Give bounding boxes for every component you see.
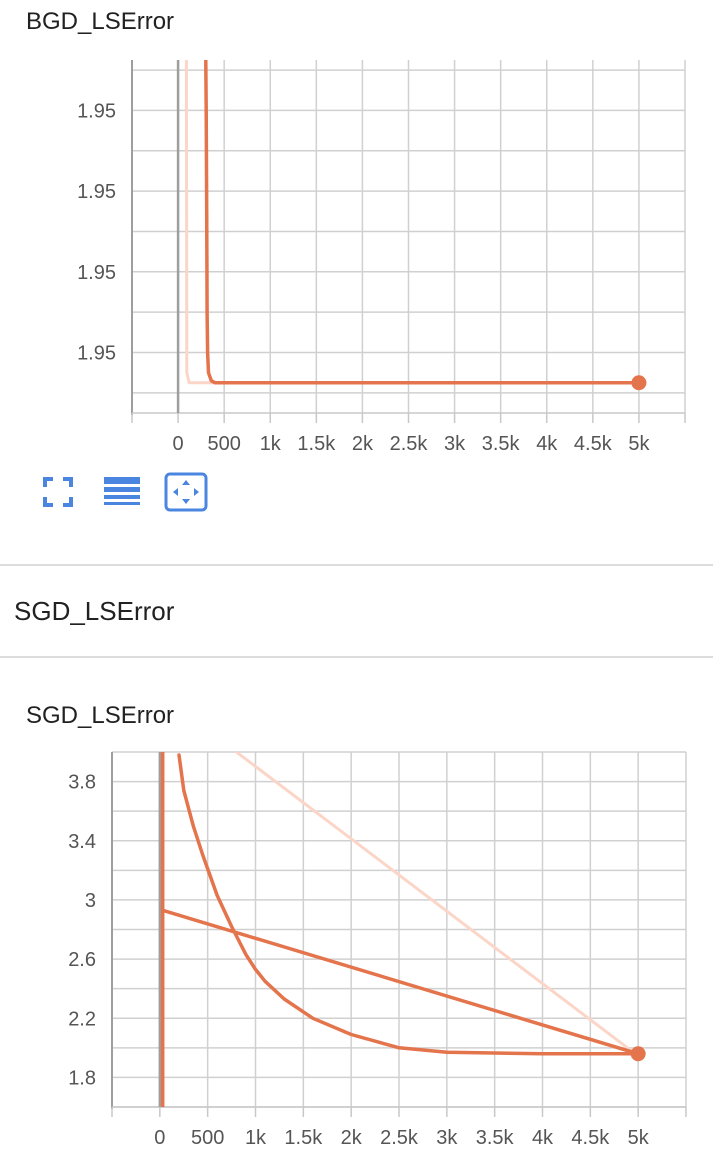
- bgd-x-tick-label: 1.5k: [297, 433, 336, 455]
- sgd-endpoint-marker: [630, 1046, 646, 1062]
- sgd-y-tick-label: 1.8: [68, 1067, 96, 1089]
- bgd-x-tick-label: 2k: [352, 433, 374, 455]
- sgd-series-smoothed: [160, 752, 640, 1107]
- bgd-x-tick-label: 3.5k: [482, 433, 521, 455]
- section-divider-top: [0, 564, 713, 566]
- sgd-x-tick-label: 1k: [245, 1127, 267, 1149]
- fullscreen-icon: [43, 477, 73, 507]
- data-table-button[interactable]: [102, 474, 142, 510]
- sgd-x-tick-label: 2.5k: [380, 1127, 419, 1149]
- section-title-sgd[interactable]: SGD_LSError: [14, 596, 175, 626]
- bgd-y-tick-label: 1.95: [77, 100, 116, 122]
- bgd-y-tick-label: 1.95: [77, 342, 116, 364]
- sgd-x-tick-label: 2k: [341, 1127, 363, 1149]
- bgd-endpoint-marker: [631, 375, 647, 391]
- bgd-series-smoothed: [204, 60, 641, 385]
- bgd-y-tick-label: 1.95: [77, 181, 116, 203]
- sgd-series-raw: [234, 752, 635, 1054]
- bgd-x-tick-label: 500: [207, 433, 240, 455]
- sgd-y-tick-label: 3.4: [68, 831, 96, 853]
- bgd-x-tick-label: 2.5k: [390, 433, 429, 455]
- fit-domain-button[interactable]: [164, 472, 208, 512]
- fullscreen-button[interactable]: [40, 474, 76, 510]
- bgd-series-raw: [184, 60, 641, 385]
- data-table-icon: [104, 477, 140, 505]
- sgd-y-tick-label: 3: [85, 890, 96, 912]
- bgd-x-tick-label: 1k: [260, 433, 282, 455]
- bgd-y-tick-label: 1.95: [77, 262, 116, 284]
- bgd-x-tick-label: 4k: [536, 433, 558, 455]
- bgd-x-tick-label: 4.5k: [574, 433, 613, 455]
- sgd-y-tick-label: 2.2: [68, 1008, 96, 1030]
- sgd-x-tick-label: 500: [191, 1127, 224, 1149]
- sgd-x-tick-label: 4k: [532, 1127, 554, 1149]
- sgd-x-tick-label: 0: [154, 1127, 165, 1149]
- fit-domain-icon: [164, 472, 208, 512]
- sgd-y-tick-label: 3.8: [68, 772, 96, 794]
- bgd-grid: [131, 60, 686, 413]
- sgd-x-tick-label: 5k: [628, 1127, 650, 1149]
- chart-title-bgd: BGD_LSError: [26, 8, 175, 35]
- section-divider-bottom: [0, 656, 713, 658]
- bgd-x-tick-label: 0: [173, 433, 184, 455]
- chart-title-sgd: SGD_LSError: [26, 702, 175, 729]
- sgd-y-tick-label: 2.6: [68, 949, 96, 971]
- sgd-x-tick-label: 3.5k: [476, 1127, 515, 1149]
- bgd-x-tick-label: 5k: [628, 433, 650, 455]
- bgd-lserror-chart[interactable]: 0 500 1k 1.5k 2k 2.5k 3k 3.5k 4k 4.5k 5k 1.95 1.95 1.…: [0, 0, 713, 470]
- sgd-grid: [111, 751, 687, 1108]
- bgd-x-tick-label: 3k: [444, 433, 466, 455]
- sgd-x-tick-label: 1.5k: [284, 1127, 323, 1149]
- sgd-x-tick-label: 3k: [436, 1127, 458, 1149]
- sgd-x-tick-label: 4.5k: [571, 1127, 610, 1149]
